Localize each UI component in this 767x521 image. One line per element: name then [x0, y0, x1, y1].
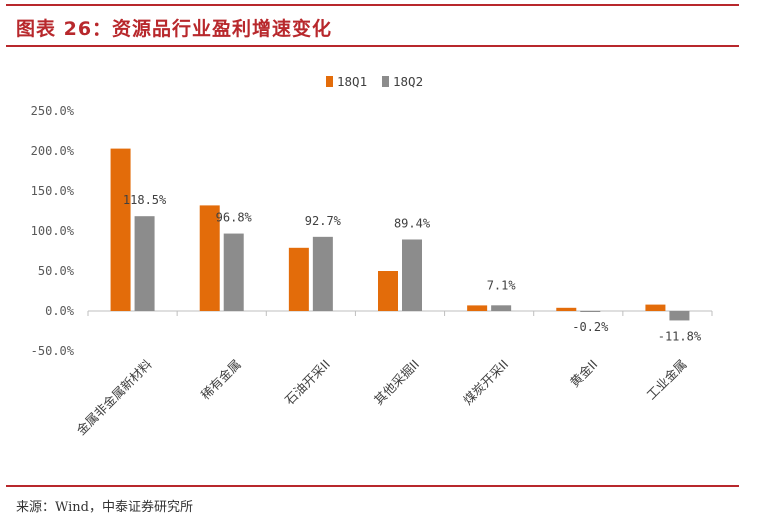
- y-tick-label: 250.0%: [31, 104, 75, 118]
- data-label: 118.5%: [123, 193, 167, 207]
- data-label: 89.4%: [394, 216, 431, 230]
- legend-label: 18Q1: [337, 74, 367, 89]
- source-note: 来源：Wind，中泰证券研究所: [16, 500, 193, 515]
- legend-label: 18Q2: [393, 74, 423, 89]
- bar-18Q1: [556, 307, 577, 311]
- data-label: 7.1%: [487, 278, 517, 292]
- bar-18Q2: [312, 236, 333, 311]
- bar-18Q1: [645, 304, 666, 311]
- x-category-label: 石油开采II: [282, 357, 333, 408]
- y-tick-label: 0.0%: [45, 304, 75, 318]
- title-rule: [6, 45, 739, 47]
- bottom-rule: [6, 485, 739, 487]
- bar-18Q1: [378, 271, 398, 311]
- x-category-label: 金属非金属新材料: [73, 356, 155, 438]
- legend: 18Q1 18Q2: [326, 74, 423, 89]
- y-tick-label: 100.0%: [31, 224, 75, 238]
- y-axis: 250.0% 200.0% 150.0% 100.0% 50.0% 0.0% -50.0%: [31, 104, 75, 358]
- x-category-label: 煤炭开采II: [460, 357, 511, 408]
- bar-18Q1: [467, 305, 488, 311]
- bar-18Q1: [199, 205, 220, 311]
- bar-18Q2: [134, 216, 155, 311]
- y-tick-label: 200.0%: [31, 144, 75, 158]
- bar-18Q1: [110, 148, 131, 311]
- data-label: -11.8%: [658, 329, 702, 343]
- data-label: 92.7%: [305, 214, 342, 228]
- top-rule: [6, 4, 739, 6]
- x-category-label: 工业金属: [644, 357, 690, 403]
- x-category-label: 黄金II: [567, 357, 600, 390]
- data-label: 96.8%: [216, 211, 253, 225]
- legend-swatch-18Q2: [382, 76, 389, 87]
- bar-18Q2: [223, 233, 244, 311]
- data-label: -0.2%: [572, 320, 609, 334]
- bar-18Q2: [402, 239, 422, 311]
- x-axis: 金属非金属新材料 稀有金属 石油开采II 其他采掘II 煤炭开采II 黄金II 工业金属: [73, 310, 713, 438]
- legend-swatch-18Q1: [326, 76, 333, 87]
- y-tick-label: 150.0%: [31, 184, 75, 198]
- y-tick-label: 50.0%: [38, 264, 75, 278]
- chart-title: 图表 26：资源品行业盈利增速变化: [16, 18, 333, 40]
- bar-18Q2: [580, 311, 601, 312]
- x-category-label: 稀有金属: [198, 357, 244, 403]
- data-labels: 118.5% 96.8% 92.7% 89.4% 7.1% -0.2% -11.8%: [123, 193, 702, 343]
- bar-18Q2: [491, 305, 512, 311]
- x-category-label: 其他采掘II: [371, 357, 422, 408]
- bars: [110, 148, 690, 321]
- bar-18Q1: [288, 247, 309, 311]
- y-tick-label: -50.0%: [31, 344, 75, 358]
- bar-18Q2: [669, 311, 690, 321]
